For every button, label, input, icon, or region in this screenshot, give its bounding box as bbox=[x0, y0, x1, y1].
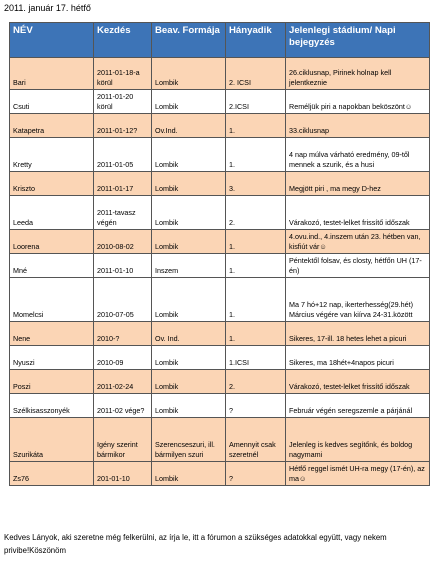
cell-name: Loorena bbox=[9, 229, 94, 254]
cell-count: ? bbox=[225, 461, 286, 486]
footer-note: Kedves Lányok, aki szeretne még felkerül… bbox=[4, 533, 387, 555]
cell-status: Jelenleg is kedves segítőnk, és boldog n… bbox=[285, 417, 430, 462]
table-row: Csuti 2011-01-20 körül Lombik 2.ICSI Reméljü… bbox=[9, 89, 430, 114]
table-row: Bari 2011-01-18-a körül Lombik 2. ICSI 26.ci… bbox=[9, 57, 430, 90]
cell-count: 1. bbox=[225, 113, 286, 138]
table-row: Katapetra 2011-01-12? Ov.Ind. 1. 33.ciklusna… bbox=[9, 113, 430, 138]
cell-count: 1. bbox=[225, 137, 286, 172]
cell-status: 33.ciklusnap bbox=[285, 113, 430, 138]
table-row: Zs76 201-01-10 Lombik? Hétfő reggel ismét U… bbox=[9, 461, 430, 486]
cell-start: 2010-07-05 bbox=[93, 277, 152, 322]
cell-form: Ov.Ind. bbox=[151, 113, 226, 138]
cell-count: 1. bbox=[225, 229, 286, 254]
cell-start: 2011-tavasz végén bbox=[93, 195, 152, 230]
cell-start: 2010-? bbox=[93, 321, 152, 346]
cell-name: Zs76 bbox=[9, 461, 94, 486]
cell-count: 1.ICSI bbox=[225, 345, 286, 370]
cell-count: 1. bbox=[225, 253, 286, 278]
cell-status: Február végén seregszemle a párjánál bbox=[285, 393, 430, 418]
cell-form: Ov. Ind. bbox=[151, 321, 226, 346]
cell-status: Ma 7 hó+12 nap, ikerterhesség(29.hét) Má… bbox=[285, 277, 430, 322]
cell-name: Katapetra bbox=[9, 113, 94, 138]
cell-count: 2. ICSI bbox=[225, 57, 286, 90]
header-count: Hányadik bbox=[225, 22, 286, 58]
cell-form: Lombik bbox=[151, 369, 226, 394]
cell-count: 2.ICSI bbox=[225, 89, 286, 114]
document-date: 2011. január 17. hétfő bbox=[4, 3, 91, 13]
cell-name: Bari bbox=[9, 57, 94, 90]
cell-count: 1. bbox=[225, 277, 286, 322]
table-row: Szélkisasszonyék 2011-02 vége? Lombik? Febr… bbox=[9, 393, 430, 418]
cell-status: Várakozó, testet-lelket frissítő időszak bbox=[285, 369, 430, 394]
cell-start: 2011-02-24 bbox=[93, 369, 152, 394]
cell-name: Szurikáta bbox=[9, 417, 94, 462]
cell-count: 3. bbox=[225, 171, 286, 196]
table-row: Nyuszi 2010-09 Lombik 1.ICSI Sikeres, ma 18h… bbox=[9, 345, 430, 370]
cell-form: Szerencseszuri, ill. bármilyen szuri bbox=[151, 417, 226, 462]
table-row: Mné 2011-01-10 Inszem 1. Péntektől folsav, é… bbox=[9, 253, 430, 278]
cell-form: Inszem bbox=[151, 253, 226, 278]
participants-table: NÉV Kezdés Beav. Formája Hányadik Jelenl… bbox=[9, 22, 430, 486]
cell-start: 2011-01-17 bbox=[93, 171, 152, 196]
cell-status: Sikeres, ma 18hét+4napos picuri bbox=[285, 345, 430, 370]
cell-form: Lombik bbox=[151, 171, 226, 196]
cell-count: 2. bbox=[225, 195, 286, 230]
cell-status: Várakozó, testet-lelket frissítő időszak bbox=[285, 195, 430, 230]
cell-name: Kriszto bbox=[9, 171, 94, 196]
cell-count: ? bbox=[225, 393, 286, 418]
header-name: NÉV bbox=[9, 22, 94, 58]
cell-form: Lombik bbox=[151, 57, 226, 90]
cell-form: Lombik bbox=[151, 89, 226, 114]
cell-start: Igény szerint bármikor bbox=[93, 417, 152, 462]
table-row: Szurikáta Igény szerint bármikor Szerencse… bbox=[9, 417, 430, 462]
cell-status: 4 nap múlva várható eredmény, 09-től men… bbox=[285, 137, 430, 172]
cell-form: Lombik bbox=[151, 393, 226, 418]
cell-start: 2011-01-10 bbox=[93, 253, 152, 278]
cell-start: 2010-08-02 bbox=[93, 229, 152, 254]
header-status: Jelenlegi stádium/ Napi bejegyzés bbox=[285, 22, 430, 58]
table-row: Nene 2010-? Ov. Ind. 1. Sikeres, 17-ill. 18 … bbox=[9, 321, 430, 346]
table-row: Loorena 2010-08-02 Lombik 1. 4.ovu.ind., 4.i… bbox=[9, 229, 430, 254]
cell-start: 2011-01-18-a körül bbox=[93, 57, 152, 90]
cell-start: 2011-02 vége? bbox=[93, 393, 152, 418]
table-row: Leeda 2011-tavasz végén Lombik 2. Várakozó, … bbox=[9, 195, 430, 230]
cell-status: Megjött piri , ma megy D-hez bbox=[285, 171, 430, 196]
cell-name: Poszi bbox=[9, 369, 94, 394]
cell-form: Lombik bbox=[151, 195, 226, 230]
cell-name: Nyuszi bbox=[9, 345, 94, 370]
header-form: Beav. Formája bbox=[151, 22, 226, 58]
table-row: Kretty 2011-01-05 Lombik 1. 4 nap múlva várh… bbox=[9, 137, 430, 172]
table-header-row: NÉV Kezdés Beav. Formája Hányadik Jelenl… bbox=[9, 22, 430, 58]
cell-count: 2. bbox=[225, 369, 286, 394]
table-row: Poszi 2011-02-24 Lombik 2. Várakozó, testet-… bbox=[9, 369, 430, 394]
cell-name: Leeda bbox=[9, 195, 94, 230]
cell-form: Lombik bbox=[151, 137, 226, 172]
cell-status: 4.ovu.ind., 4.inszem után 23. hétben van… bbox=[285, 229, 430, 254]
table-row: Kriszto 2011-01-17 Lombik 3. Megjött piri , … bbox=[9, 171, 430, 196]
cell-status: Péntektől folsav, és closty, hétfőn UH (… bbox=[285, 253, 430, 278]
cell-count: Amennyit csak szeretnél bbox=[225, 417, 286, 462]
cell-name: Csuti bbox=[9, 89, 94, 114]
cell-status: Reméljük piri a napokban beköszönt☺ bbox=[285, 89, 430, 114]
cell-form: Lombik bbox=[151, 229, 226, 254]
cell-name: Szélkisasszonyék bbox=[9, 393, 94, 418]
cell-start: 2011-01-20 körül bbox=[93, 89, 152, 114]
cell-status: Hétfő reggel ismét UH-ra megy (17-én), a… bbox=[285, 461, 430, 486]
cell-name: Nene bbox=[9, 321, 94, 346]
cell-form: Lombik bbox=[151, 277, 226, 322]
cell-name: Kretty bbox=[9, 137, 94, 172]
cell-form: Lombik bbox=[151, 461, 226, 486]
cell-count: 1. bbox=[225, 321, 286, 346]
cell-status: Sikeres, 17-ill. 18 hetes lehet a picuri bbox=[285, 321, 430, 346]
cell-start: 2010-09 bbox=[93, 345, 152, 370]
table-row: Momelcsi 2010-07-05 Lombik 1. Ma 7 hó+12 nap… bbox=[9, 277, 430, 322]
header-start: Kezdés bbox=[93, 22, 152, 58]
cell-status: 26.ciklusnap, Pirinek holnap kell jelent… bbox=[285, 57, 430, 90]
cell-start: 2011-01-12? bbox=[93, 113, 152, 138]
cell-start: 2011-01-05 bbox=[93, 137, 152, 172]
cell-form: Lombik bbox=[151, 345, 226, 370]
cell-name: Momelcsi bbox=[9, 277, 94, 322]
cell-start: 201-01-10 bbox=[93, 461, 152, 486]
cell-name: Mné bbox=[9, 253, 94, 278]
